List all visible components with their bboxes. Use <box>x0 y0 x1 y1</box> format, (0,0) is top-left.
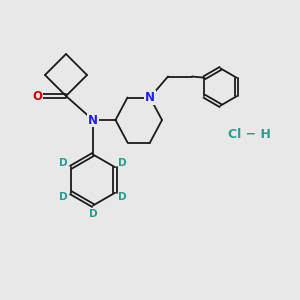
Text: O: O <box>32 89 43 103</box>
Text: D: D <box>59 192 68 202</box>
Text: N: N <box>88 113 98 127</box>
Text: D: D <box>89 209 97 219</box>
Text: N: N <box>145 91 155 104</box>
Text: Cl − H: Cl − H <box>228 128 270 142</box>
Text: D: D <box>59 158 68 168</box>
Text: D: D <box>118 158 127 168</box>
Text: D: D <box>118 192 127 202</box>
